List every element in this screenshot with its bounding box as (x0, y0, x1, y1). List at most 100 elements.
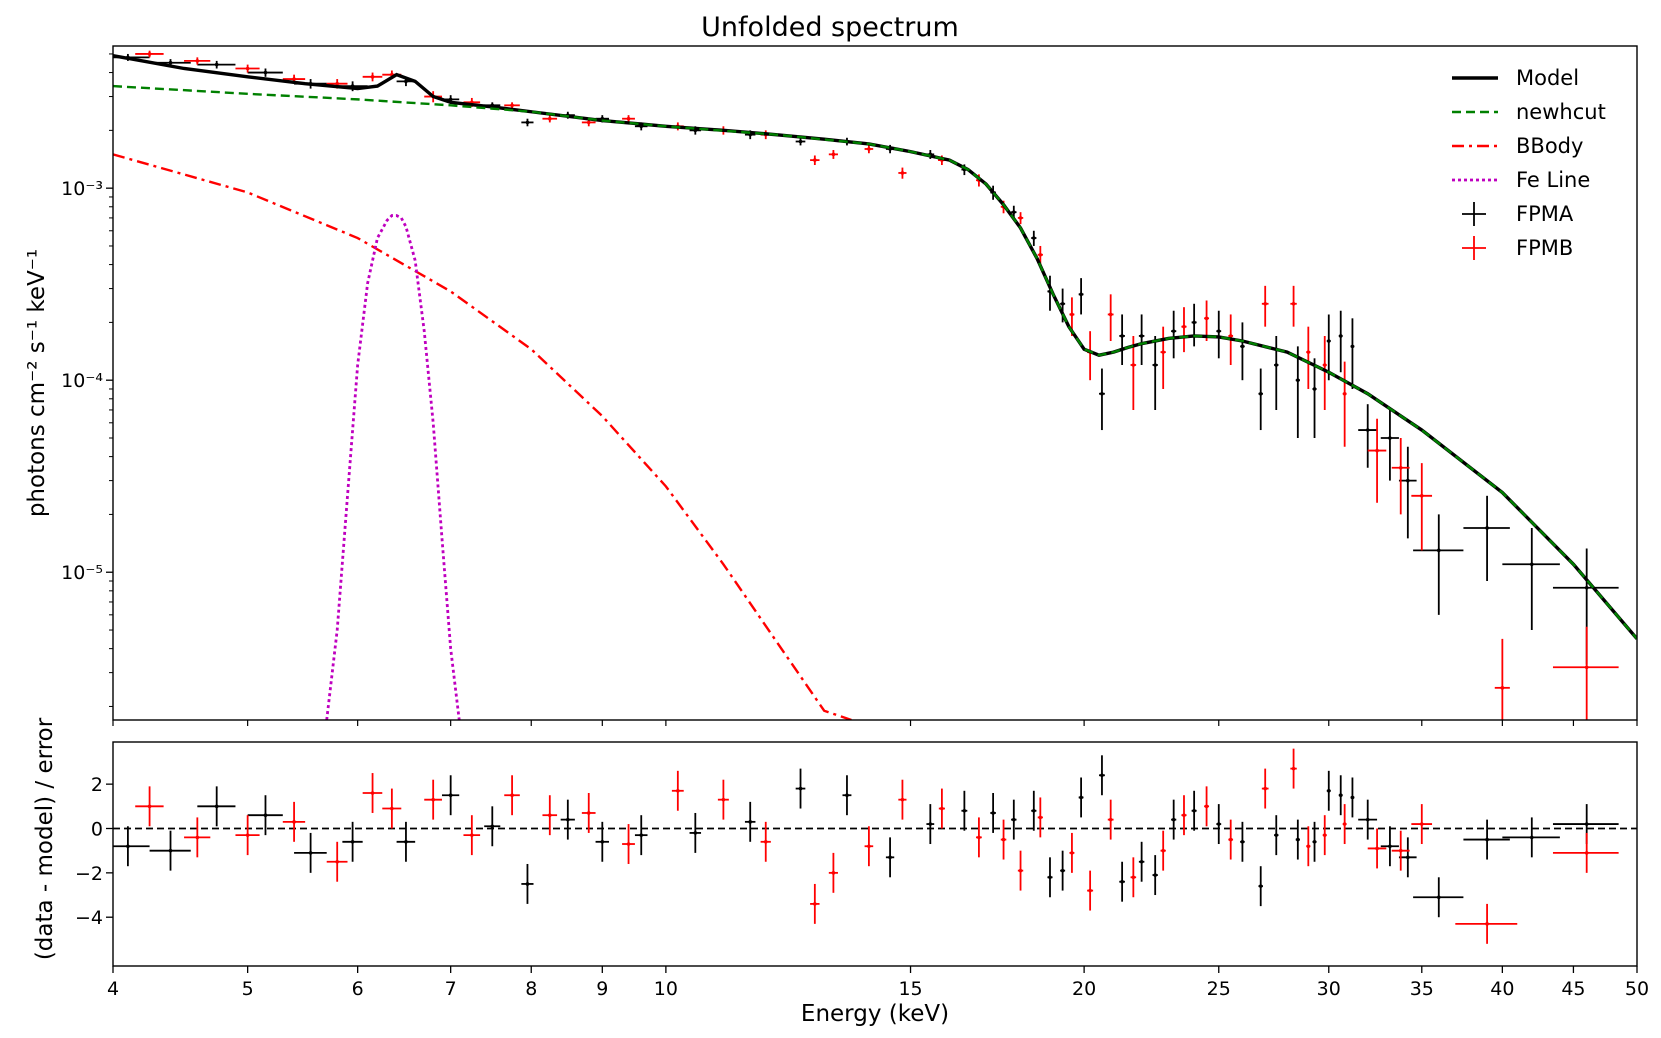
fpma-top-point (1153, 363, 1157, 367)
fpmb-top-point (626, 116, 631, 121)
fpma-residual-point (126, 844, 130, 849)
fpma-residual-point (1529, 835, 1534, 840)
fpmb-residual-point (1001, 837, 1006, 842)
top-curves-group (113, 50, 1637, 720)
fpma-residual-point (1326, 788, 1331, 793)
fpma-residual-point (888, 855, 892, 860)
x-tick-label: 6 (352, 978, 364, 1000)
x-tick-label: 8 (525, 978, 537, 1000)
fpma-top-point (1274, 363, 1279, 367)
fpma-residual-point (1436, 895, 1441, 900)
fpma-residual-point (1274, 833, 1279, 837)
bottom-y-tick-label: −2 (75, 863, 103, 885)
fpma-top-point (1139, 334, 1144, 338)
fpmb-top-point (548, 116, 552, 121)
legend-label: FPMA (1516, 202, 1574, 226)
fpmb-residual-point (1485, 922, 1489, 926)
legend-entry-model: Model (1452, 66, 1579, 90)
fpmb-top-point (1131, 363, 1136, 367)
fpmb-top-point (813, 158, 817, 162)
fpmb-residual-point (1088, 888, 1092, 893)
fpma-residual-point (1296, 837, 1300, 842)
x-tick-label: 5 (242, 978, 254, 1000)
fpma-residual-point (600, 840, 605, 844)
fpmb-top-point (1306, 350, 1311, 354)
x-tick-label: 15 (898, 978, 922, 1000)
fpma-top-point (1584, 585, 1589, 590)
fpmb-residual-point (1228, 837, 1233, 842)
fpmb-top-point (1204, 316, 1209, 321)
fpmb-residual-point (1182, 813, 1186, 817)
legend: Model newhcut BBody Fe Line FPMA FPMB (1452, 66, 1606, 260)
residual-panel-y-axis-label: (data - model) / error (32, 717, 58, 960)
fpmb-top-point (245, 66, 250, 71)
fpma-residual-point (1240, 840, 1245, 844)
fpma-residual-point (1153, 873, 1157, 877)
fpmb-top-point (1018, 216, 1023, 220)
fpma-top-point (1436, 548, 1441, 553)
x-tick-label: 50 (1625, 978, 1649, 1000)
fpma-top-point (1079, 292, 1083, 297)
fpmb-residual-point (626, 842, 631, 846)
fpma-residual-point (1406, 855, 1410, 860)
fpmb-residual-point (763, 840, 768, 844)
fpma-residual-point (168, 848, 173, 853)
fpma-residual-point (1258, 884, 1263, 888)
fpmb-residual-point (245, 833, 250, 837)
fpmb-residual-point (1263, 786, 1267, 791)
fpma-residual-series (113, 755, 1619, 918)
fpmb-residual-point (900, 797, 905, 802)
fpmb-top-point (831, 152, 836, 157)
fpma-residual-point (448, 793, 453, 798)
legend-entry-fe-line: Fe Line (1452, 168, 1590, 192)
spectrum-panel: 10⁻⁵ 10⁻⁴ 10⁻³ (61, 45, 1638, 726)
fpma-top-point (1326, 339, 1331, 343)
fpma-residual-point (1338, 793, 1343, 798)
residual-panel-frame (112, 741, 1638, 967)
fpma-residual-point (308, 851, 313, 855)
x-tick-label: 40 (1490, 978, 1514, 1000)
legend-entry-fpma: FPMA (1462, 202, 1574, 226)
fpma-top-point (1312, 387, 1317, 391)
fpmb-residual-point (1131, 875, 1136, 880)
fpmb-residual-point (1306, 844, 1311, 849)
fpma-top-point (1365, 428, 1370, 432)
fpmb-top-point (1375, 448, 1379, 453)
fpmb-residual-point (1018, 868, 1023, 873)
fpma-residual-point (1485, 837, 1489, 842)
fpmb-residual-point (1291, 766, 1296, 771)
fpmb-residual-point (1108, 817, 1113, 822)
fpmb-residual-point (548, 813, 552, 817)
x-tick-label: 10 (654, 978, 678, 1000)
fpma-residual-point (525, 882, 530, 886)
x-tick-label: 4 (107, 978, 119, 1000)
fpmb-top-point (510, 103, 514, 108)
fpma-top-point (1406, 478, 1410, 483)
fpmb-top-point (1182, 324, 1186, 329)
fpmb-residual-point (721, 797, 726, 802)
fpmb-top-point (1500, 686, 1505, 690)
fpmb-top-point (1038, 252, 1043, 257)
fpmb-top-point (1263, 301, 1267, 306)
fpmb-residual-point (195, 835, 200, 840)
fpmb-top-point (1419, 494, 1424, 498)
fpmb-residual-point (831, 871, 836, 875)
legend-entry-newhcut: newhcut (1452, 100, 1606, 124)
fpmb-residual-point (147, 804, 152, 809)
fpma-residual-point (1139, 859, 1144, 864)
fpma-residual-point (991, 811, 995, 815)
fpmb-residual-point (1070, 851, 1074, 855)
fpma-residual-point (1388, 844, 1392, 849)
fpma-residual-point (404, 840, 408, 844)
top-y-tick-label: 10⁻⁵ (61, 562, 103, 584)
fpma-top-point (1120, 334, 1124, 338)
fpma-top-point (1258, 391, 1263, 396)
fpma-residual-point (263, 813, 268, 817)
fpmb-residual-point (470, 833, 474, 837)
x-tick-label: 30 (1317, 978, 1341, 1000)
fpmb-top-point (867, 147, 871, 151)
fpmb-top-point (1070, 312, 1074, 317)
fpma-residual-point (1365, 817, 1370, 822)
top-panel-frame (112, 45, 1638, 721)
